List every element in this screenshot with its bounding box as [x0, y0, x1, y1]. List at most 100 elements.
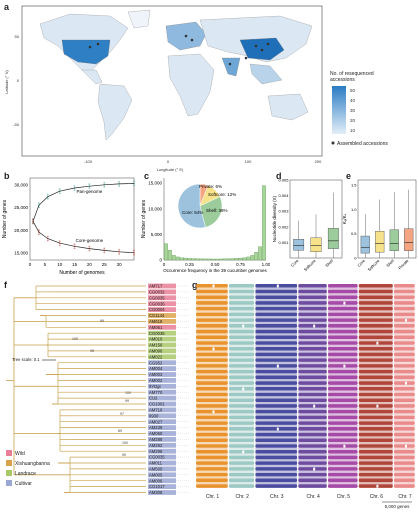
- box-category: Private: [397, 258, 410, 271]
- synteny-block: [255, 415, 298, 420]
- synteny-link: [298, 482, 327, 485]
- synteny-block: [394, 478, 415, 483]
- world-map: -100 0 100 200 50 0 -50 Longitude (° E) …: [4, 5, 388, 172]
- synteny-block: [255, 341, 298, 345]
- synteny-link: [255, 424, 298, 428]
- synteny-block: [328, 284, 358, 288]
- chart-d-ytick: 0.002: [278, 224, 289, 229]
- panel-label-a: a: [4, 2, 10, 12]
- australia: [267, 93, 309, 121]
- synteny-link: [229, 327, 255, 330]
- synteny-link: [328, 333, 358, 336]
- synteny-link: [328, 373, 358, 376]
- synteny-link: [358, 447, 393, 450]
- c-xtick: 0: [163, 262, 166, 267]
- core-point: [32, 222, 34, 225]
- accession-label: CG1001: [149, 402, 165, 407]
- synteny-link: [394, 379, 415, 382]
- synteny-link: [394, 482, 415, 485]
- chart-e-ytick: 1.5: [351, 182, 357, 187]
- synteny-block: [229, 449, 255, 454]
- synteny-link: [229, 430, 255, 433]
- core-point: [118, 252, 121, 255]
- legend-gradient: [332, 86, 346, 134]
- accession-label: CG0004: [149, 307, 165, 312]
- inversion-mark: [212, 347, 215, 351]
- synteny-block: [358, 375, 393, 380]
- synteny-block: [229, 478, 255, 483]
- synteny-link: [328, 424, 358, 428]
- accession-label: AM096: [149, 349, 163, 354]
- map-xtick-0: -100: [84, 159, 93, 164]
- c-bar: [199, 258, 204, 261]
- synteny-link: [394, 373, 415, 376]
- synteny-link: [196, 447, 228, 450]
- inversion-mark: [212, 410, 215, 414]
- box: [327, 228, 339, 249]
- synteny-block: [358, 415, 393, 420]
- pan-point: [103, 181, 106, 184]
- accession-label: AM308: [149, 490, 163, 495]
- accession-bg: [148, 442, 176, 448]
- synteny-link: [328, 476, 358, 479]
- synteny-link: [298, 476, 327, 479]
- b-xtick: 20: [87, 262, 93, 267]
- accession-bg: [148, 413, 176, 419]
- synteny-block: [358, 312, 393, 317]
- accession-label: AM770: [149, 390, 163, 395]
- accession-bg: [148, 466, 176, 472]
- synteny-block: [328, 392, 358, 397]
- synteny-block: [255, 398, 298, 402]
- core-point: [73, 243, 76, 246]
- accession-label: CG0036: [149, 301, 165, 306]
- synteny-link: [298, 367, 327, 370]
- c-bar: [207, 258, 212, 261]
- synteny-link: [358, 430, 393, 433]
- synteny-block: [255, 404, 298, 408]
- box: [360, 235, 370, 254]
- synteny-block: [298, 398, 327, 402]
- synteny-block: [394, 329, 415, 334]
- synteny-link: [358, 390, 393, 393]
- pan-point: [133, 184, 135, 187]
- c-ytick: 15,000: [148, 181, 162, 186]
- pie-slice: [199, 196, 223, 228]
- synteny-link: [358, 396, 393, 399]
- synteny-link: [328, 470, 358, 473]
- synteny-block: [394, 324, 415, 328]
- synteny-link: [196, 424, 228, 428]
- c-bar: [226, 258, 231, 261]
- synteny-block: [255, 484, 298, 488]
- synteny-block: [328, 329, 358, 334]
- synteny-block: [196, 404, 228, 408]
- chart-e-ytick: 0: [354, 256, 357, 261]
- b-xtick: 0: [29, 262, 32, 267]
- synteny-block: [328, 438, 358, 443]
- synteny-block: [328, 427, 358, 431]
- b-xtick: 15: [72, 262, 78, 267]
- synteny-block: [328, 352, 358, 357]
- c-bar: [195, 258, 200, 261]
- synteny-block: [298, 329, 327, 334]
- synteny-link: [328, 459, 358, 462]
- synteny-block: [298, 289, 327, 294]
- synteny-block: [255, 324, 298, 328]
- accession-bg: [148, 301, 176, 307]
- c-bar: [242, 257, 247, 261]
- southeast-asia: [249, 63, 283, 85]
- chromosome-label: Chr. 1: [206, 494, 220, 500]
- synteny-block: [196, 467, 228, 471]
- accession-bg: [148, 425, 176, 430]
- synteny-link: [328, 413, 358, 416]
- synteny-link: [255, 344, 298, 347]
- chromosome-label: Chr. 2: [236, 494, 250, 500]
- accession-label: CG952: [149, 360, 163, 365]
- africa: [167, 53, 215, 117]
- synteny-link: [229, 379, 255, 382]
- accession-label: CG0036: [149, 331, 165, 336]
- synteny-block: [358, 387, 393, 391]
- accession-label: AM027: [149, 419, 163, 424]
- synteny-link: [298, 316, 327, 319]
- c-bar: [187, 258, 192, 261]
- synteny-link: [394, 327, 415, 330]
